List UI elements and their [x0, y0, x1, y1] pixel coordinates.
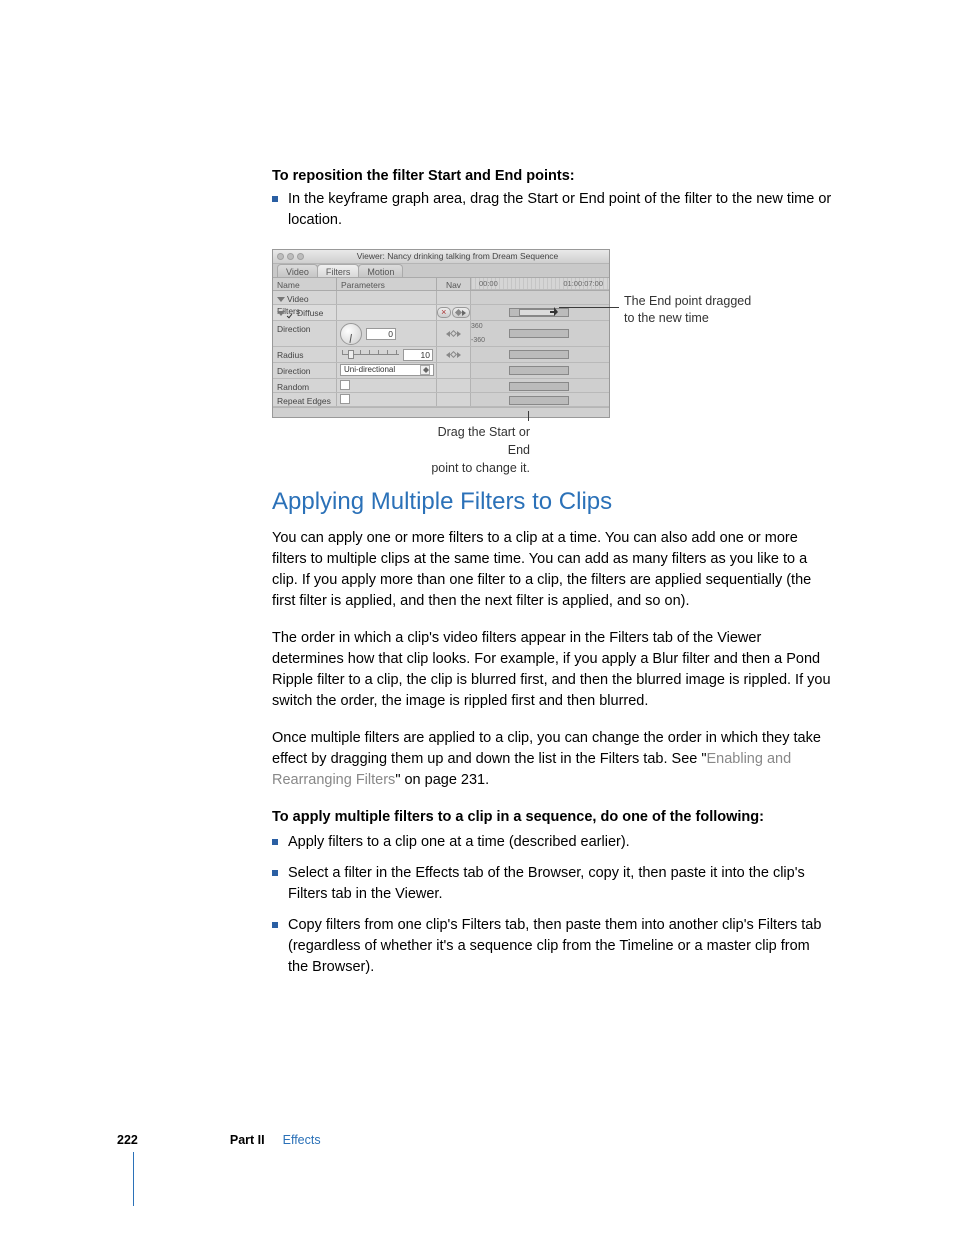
part-name: Effects: [283, 1131, 321, 1149]
param-random: Random: [273, 379, 337, 392]
window-title: Viewer: Nancy drinking talking from Drea…: [310, 250, 605, 262]
tab-filters[interactable]: Filters: [317, 264, 360, 277]
column-parameters: Parameters: [337, 278, 437, 290]
filter-item[interactable]: Diffuse: [273, 305, 337, 320]
end-point-handle[interactable]: [549, 307, 559, 317]
callout-end-point: The End point dragged to the new time: [624, 293, 784, 327]
procedure-heading: To reposition the filter Start and End p…: [272, 166, 832, 187]
column-nav: Nav: [437, 278, 471, 290]
list-item: Select a filter in the Effects tab of th…: [288, 863, 832, 905]
stepper-icon[interactable]: [420, 365, 430, 375]
filter-label: Diffuse: [297, 308, 323, 318]
list-item: Apply filters to a clip one at a time (d…: [288, 832, 832, 853]
timeline-ruler[interactable]: 00:00 01:00:07:00: [471, 278, 609, 290]
filter-group[interactable]: Video Filters: [273, 291, 337, 304]
next-keyframe-icon[interactable]: [457, 352, 461, 358]
bullet-icon: [272, 196, 278, 202]
graph-max: 360: [471, 322, 483, 332]
figure-caption: Drag the Start or End point to change it…: [420, 423, 530, 477]
checkbox-icon[interactable]: [287, 310, 295, 318]
dropdown-value: Uni-directional: [344, 364, 395, 376]
ruler-label: 00:00: [479, 279, 498, 290]
body-paragraph: Once multiple filters are applied to a c…: [272, 728, 832, 791]
tab-video[interactable]: Video: [277, 264, 318, 277]
page-number: 222: [117, 1131, 138, 1149]
footer-rule: [133, 1152, 134, 1206]
param-radius: Radius: [273, 347, 337, 362]
graph-min: -360: [471, 336, 485, 346]
page-footer: 222 Part II Effects: [117, 1131, 321, 1149]
close-icon[interactable]: [277, 253, 284, 260]
section-heading: Applying Multiple Filters to Clips: [272, 485, 832, 520]
bullet-icon: [272, 922, 278, 928]
param-direction: Direction: [273, 321, 337, 346]
param-repeat-edges: Repeat Edges: [273, 393, 337, 406]
add-keyframe-icon[interactable]: [450, 351, 457, 358]
angle-value[interactable]: 0: [366, 328, 396, 340]
minimize-icon[interactable]: [287, 253, 294, 260]
slider-thumb[interactable]: [348, 350, 354, 359]
keyframe-menu-button[interactable]: [452, 307, 470, 318]
next-keyframe-icon[interactable]: [457, 331, 461, 337]
radius-slider[interactable]: [342, 350, 399, 360]
keyframe-graph[interactable]: 360 -360: [471, 321, 609, 346]
bullet-icon: [272, 870, 278, 876]
window-titlebar: Viewer: Nancy drinking talking from Drea…: [273, 250, 609, 264]
viewer-window: Viewer: Nancy drinking talking from Drea…: [272, 249, 610, 418]
reset-button[interactable]: [437, 307, 451, 318]
body-paragraph: The order in which a clip's video filter…: [272, 628, 832, 712]
procedure-step: In the keyframe graph area, drag the Sta…: [288, 189, 832, 231]
disclosure-triangle-icon[interactable]: [277, 297, 285, 302]
tab-motion[interactable]: Motion: [358, 264, 403, 277]
direction-dropdown[interactable]: Uni-directional: [340, 364, 434, 376]
column-name: Name: [273, 278, 337, 290]
repeat-edges-checkbox[interactable]: [340, 394, 350, 404]
procedure-heading: To apply multiple filters to a clip in a…: [272, 807, 832, 828]
bullet-icon: [272, 839, 278, 845]
body-paragraph: You can apply one or more filters to a c…: [272, 528, 832, 612]
callout-leader: [528, 411, 529, 421]
angle-knob[interactable]: [340, 323, 362, 345]
random-checkbox[interactable]: [340, 380, 350, 390]
param-direction-mode: Direction: [273, 363, 337, 378]
add-keyframe-icon[interactable]: [450, 330, 457, 337]
ruler-label: 01:00:07:00: [563, 279, 603, 290]
keyframe-icon: [455, 309, 462, 316]
disclosure-triangle-icon[interactable]: [277, 311, 285, 316]
radius-value[interactable]: 10: [403, 349, 433, 361]
list-item: Copy filters from one clip's Filters tab…: [288, 915, 832, 978]
callout-leader: [559, 307, 619, 308]
figure-viewer-screenshot: Viewer: Nancy drinking talking from Drea…: [272, 249, 832, 449]
zoom-icon[interactable]: [297, 253, 304, 260]
part-label: Part II: [230, 1131, 265, 1149]
